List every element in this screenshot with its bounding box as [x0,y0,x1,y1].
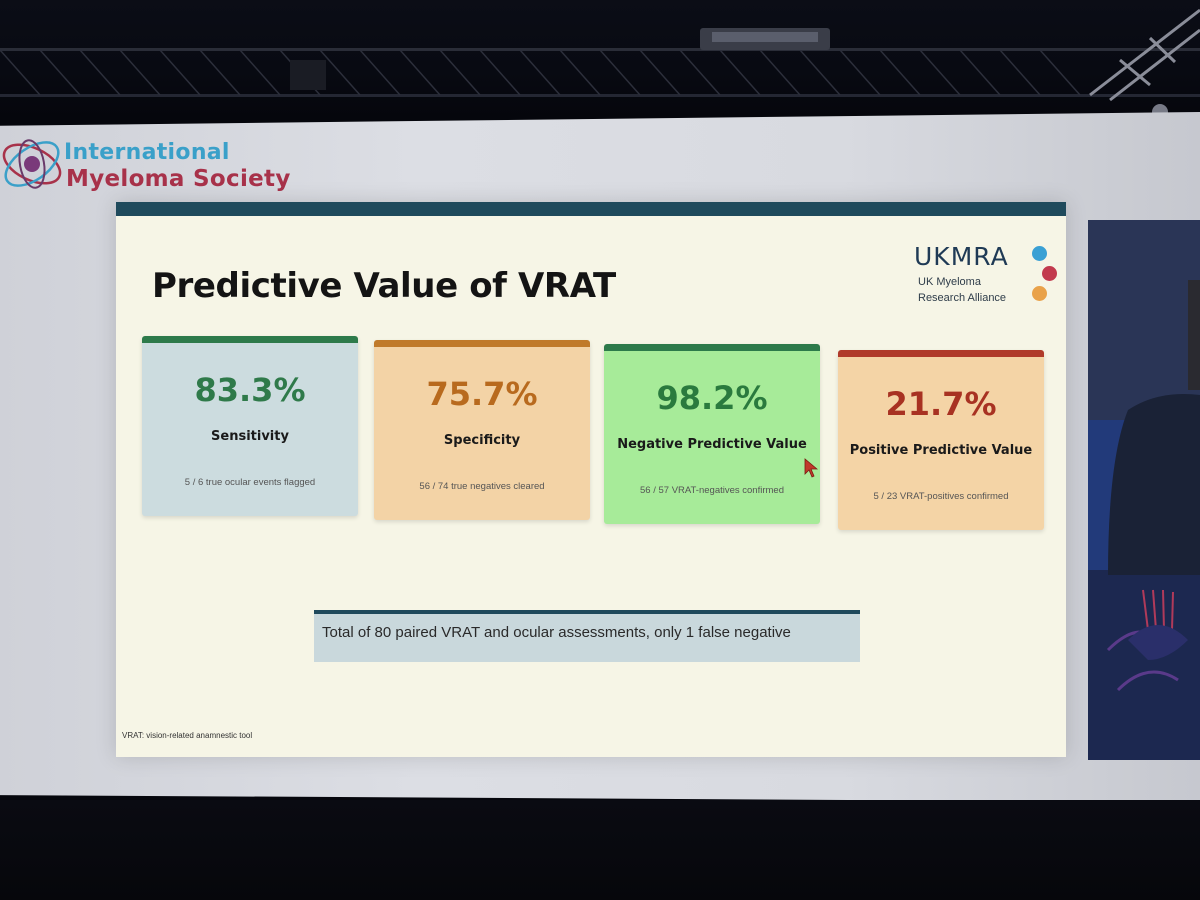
slide-title: Predictive Value of VRAT [152,266,616,306]
specificity-value: 75.7% [426,375,538,413]
npv-label: Negative Predictive Value [617,437,807,452]
ceiling-truss [0,0,1200,118]
ukmra-subtitle-line1: UK Myeloma [918,276,981,288]
blue-dot-icon [1032,246,1047,261]
card-sensitivity: 83.3% Sensitivity 5 / 6 true ocular even… [142,336,358,516]
card-specificity: 75.7% Specificity 56 / 74 true negatives… [374,340,590,520]
footnote: VRAT: vision-related anamnestic tool [122,731,253,740]
slide: Predictive Value of VRAT UKMRA UK Myelom… [116,202,1066,757]
ukmra-name: UKMRA [914,242,1009,271]
ukmra-logo: UKMRA UK Myeloma Research Alliance [914,242,1057,322]
card-negative-predictive-value: 98.2% Negative Predictive Value 56 / 57 … [604,344,820,524]
ppv-detail: 5 / 23 VRAT-positives confirmed [873,491,1009,502]
specificity-label: Specificity [443,433,521,448]
ims-logo: International Myeloma Society [0,122,340,202]
npv-value: 98.2% [656,379,768,417]
summary-box: Total of 80 paired VRAT and ocular asses… [314,610,860,662]
npv-detail: 56 / 57 VRAT-negatives confirmed [640,485,784,496]
atom-logo-icon [2,139,62,189]
speaker-video-panel [1088,220,1200,760]
sensitivity-label: Sensitivity [211,429,289,444]
ims-logo-line1: International [64,140,230,165]
ppv-value: 21.7% [885,385,997,423]
ukmra-subtitle-line2: Research Alliance [918,292,1007,304]
summary-text: Total of 80 paired VRAT and ocular asses… [322,624,791,641]
stage-floor [0,800,1200,900]
ims-logo-line2: Myeloma Society [66,166,291,192]
specificity-detail: 56 / 74 true negatives cleared [419,481,545,492]
mouse-cursor-icon [804,458,818,478]
sensitivity-detail: 5 / 6 true ocular events flagged [184,477,316,488]
card-positive-predictive-value: 21.7% Positive Predictive Value 5 / 23 V… [838,350,1044,530]
red-dot-icon [1042,266,1057,281]
ppv-label: Positive Predictive Value [849,443,1033,458]
sensitivity-value: 83.3% [194,371,306,409]
orange-dot-icon [1032,286,1047,301]
